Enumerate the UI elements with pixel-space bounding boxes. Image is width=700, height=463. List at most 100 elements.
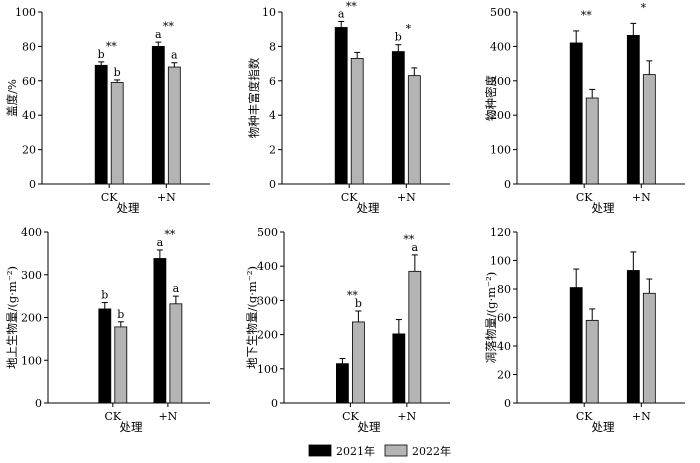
y-tick-label: 0 <box>29 178 36 191</box>
bar <box>642 292 656 404</box>
y-axis-title: 地下生物量/(g·m⁻²) <box>245 266 259 369</box>
y-tick-label: 400 <box>21 226 42 239</box>
x-tick-label: CK <box>341 191 358 204</box>
significance-letter: a <box>338 7 345 20</box>
y-axis-title: 物种丰富度指数 <box>247 57 261 138</box>
bar <box>335 363 349 404</box>
bar <box>351 321 365 404</box>
y-tick-label: 100 <box>490 255 511 268</box>
y-tick-label: 0 <box>269 178 276 191</box>
y-tick-label: 20 <box>497 369 511 382</box>
bar <box>392 333 406 404</box>
bar <box>626 270 640 404</box>
significance-marker: ** <box>347 289 359 302</box>
bar <box>585 319 599 404</box>
bar <box>153 258 167 404</box>
bar <box>407 75 421 185</box>
significance-letter: a <box>412 241 419 254</box>
significance-letter: a <box>171 49 178 62</box>
y-axis-title: 物种密度 <box>484 75 498 121</box>
bar <box>110 82 124 185</box>
y-tick-label: 300 <box>490 75 511 88</box>
y-tick-label: 40 <box>497 340 511 353</box>
significance-letter: b <box>395 31 402 44</box>
x-tick-label: +N <box>397 191 416 204</box>
y-tick-label: 0 <box>271 397 278 410</box>
significance-marker: ** <box>346 0 358 13</box>
bar <box>569 287 583 404</box>
x-axis-title: 处理 <box>592 420 615 434</box>
legend-label-2022: 2022年 <box>412 444 451 458</box>
y-tick-label: 8 <box>269 40 276 53</box>
y-tick-label: 100 <box>15 6 36 19</box>
y-axis-title: 盖度/% <box>5 79 19 117</box>
y-tick-label: 80 <box>22 40 36 53</box>
significance-marker: ** <box>581 9 593 22</box>
y-tick-label: 40 <box>22 109 36 122</box>
significance-letter: a <box>173 282 180 295</box>
bar <box>569 42 583 185</box>
y-tick-label: 60 <box>497 312 511 325</box>
y-axis-title: 凋落物量/(g·m⁻²) <box>484 272 498 363</box>
x-axis-title: 处理 <box>120 420 143 434</box>
y-tick-label: 200 <box>21 312 42 325</box>
x-tick-label: +N <box>397 410 416 423</box>
y-tick-label: 300 <box>257 294 278 307</box>
y-tick-label: 4 <box>269 109 276 122</box>
y-tick-label: 100 <box>257 363 278 376</box>
y-tick-label: 10 <box>262 6 276 19</box>
x-axis-title: 处理 <box>117 201 140 215</box>
x-tick-label: CK <box>104 410 121 423</box>
significance-letter: b <box>114 66 121 79</box>
y-tick-label: 500 <box>257 226 278 239</box>
significance-marker: * <box>641 1 647 14</box>
significance-marker: ** <box>403 233 415 246</box>
x-tick-label: CK <box>342 410 359 423</box>
bar <box>391 51 405 185</box>
x-axis-title: 处理 <box>357 201 380 215</box>
significance-marker: ** <box>164 228 176 241</box>
legend-swatch-2022 <box>384 444 408 457</box>
legend-label-2021: 2021年 <box>336 444 375 458</box>
bar <box>642 74 656 185</box>
bar <box>98 308 112 404</box>
legend: 2021年 2022年 <box>308 444 451 458</box>
x-tick-label: +N <box>157 191 176 204</box>
bar <box>408 270 422 404</box>
significance-marker: ** <box>106 40 118 53</box>
y-tick-label: 200 <box>257 329 278 342</box>
y-tick-label: 300 <box>21 269 42 282</box>
y-tick-label: 2 <box>269 144 276 157</box>
y-axis-title: 地上生物量/(g·m⁻²) <box>5 266 19 369</box>
bar <box>167 66 181 185</box>
y-tick-label: 60 <box>22 75 36 88</box>
bar <box>169 303 183 404</box>
y-tick-label: 20 <box>22 144 36 157</box>
x-tick-label: +N <box>632 191 651 204</box>
significance-letter: a <box>155 28 162 41</box>
legend-swatch-2021 <box>308 444 332 457</box>
x-tick-label: +N <box>632 410 651 423</box>
bar <box>585 97 599 185</box>
y-tick-label: 120 <box>490 226 511 239</box>
x-axis-title: 处理 <box>358 420 381 434</box>
significance-marker: ** <box>163 20 175 33</box>
significance-marker: * <box>406 23 412 36</box>
bar <box>626 34 640 185</box>
significance-letter: b <box>117 308 124 321</box>
y-tick-label: 100 <box>21 354 42 367</box>
bar <box>114 326 128 404</box>
bar <box>350 58 364 185</box>
significance-letter: b <box>355 297 362 310</box>
x-tick-label: CK <box>576 191 593 204</box>
bar <box>94 64 108 185</box>
chart-panel-6: 0 20 40 60 80 100 120 CK +N 处理 凋落物量/(g·m⁻²) <box>484 226 685 434</box>
significance-letter: a <box>157 236 164 249</box>
